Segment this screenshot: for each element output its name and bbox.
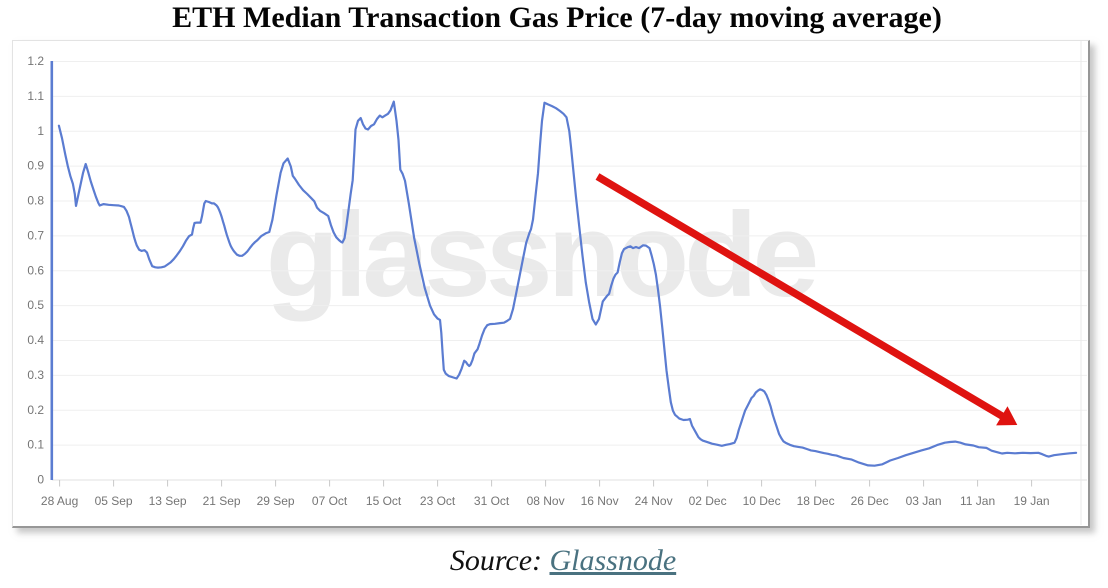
svg-text:07 Oct: 07 Oct <box>312 494 348 508</box>
svg-text:21 Sep: 21 Sep <box>203 494 241 508</box>
svg-text:1.1: 1.1 <box>27 89 44 103</box>
svg-text:0.9: 0.9 <box>27 159 44 173</box>
svg-text:0.5: 0.5 <box>27 298 44 312</box>
svg-text:02 Dec: 02 Dec <box>689 494 727 508</box>
svg-text:0.3: 0.3 <box>27 368 44 382</box>
svg-text:18 Dec: 18 Dec <box>797 494 835 508</box>
svg-text:16 Nov: 16 Nov <box>581 494 619 508</box>
svg-text:0.7: 0.7 <box>27 229 44 243</box>
svg-text:05 Sep: 05 Sep <box>95 494 133 508</box>
svg-text:23 Oct: 23 Oct <box>420 494 456 508</box>
svg-text:31 Oct: 31 Oct <box>474 494 510 508</box>
svg-text:19 Jan: 19 Jan <box>1014 494 1050 508</box>
svg-text:0.4: 0.4 <box>27 333 44 347</box>
svg-text:0.6: 0.6 <box>27 263 44 277</box>
svg-text:11 Jan: 11 Jan <box>960 494 995 508</box>
svg-text:24 Nov: 24 Nov <box>635 494 673 508</box>
svg-text:26 Dec: 26 Dec <box>851 494 889 508</box>
svg-text:0: 0 <box>37 473 44 487</box>
svg-text:13 Sep: 13 Sep <box>149 494 187 508</box>
svg-text:29 Sep: 29 Sep <box>257 494 295 508</box>
svg-text:10 Dec: 10 Dec <box>743 494 781 508</box>
svg-text:0.1: 0.1 <box>27 438 44 452</box>
svg-text:0.2: 0.2 <box>27 403 44 417</box>
svg-text:1: 1 <box>37 124 44 138</box>
svg-text:0.8: 0.8 <box>27 194 44 208</box>
svg-text:15 Oct: 15 Oct <box>366 494 402 508</box>
svg-text:1.2: 1.2 <box>27 54 44 68</box>
svg-text:28 Aug: 28 Aug <box>41 494 78 508</box>
svg-text:08 Nov: 08 Nov <box>527 494 565 508</box>
svg-text:03 Jan: 03 Jan <box>906 494 942 508</box>
